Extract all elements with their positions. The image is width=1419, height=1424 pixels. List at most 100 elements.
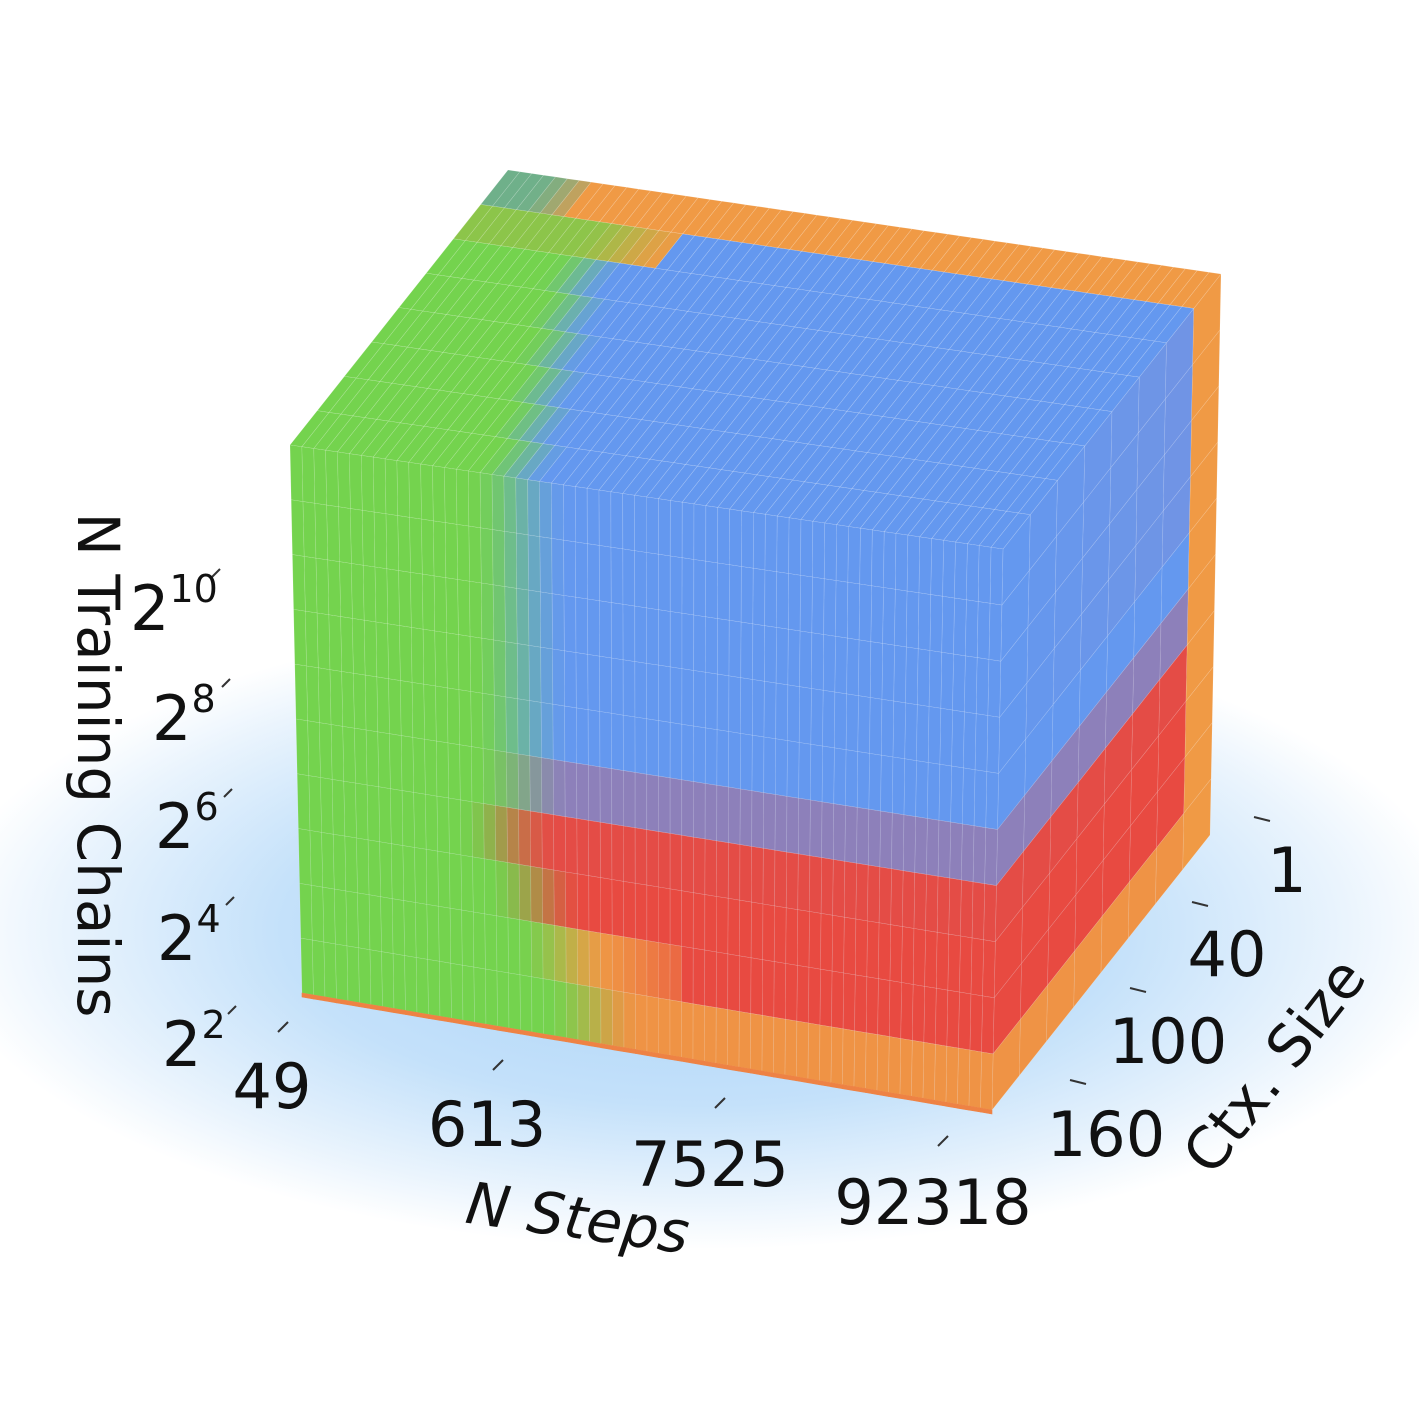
front-face-voxel <box>400 680 414 738</box>
front-face-voxel <box>421 518 435 577</box>
front-face-voxel <box>459 799 473 858</box>
front-face-voxel <box>576 762 589 821</box>
front-face-voxel <box>773 905 787 964</box>
x-tick-label: 7525 <box>631 1128 789 1201</box>
front-face-voxel <box>527 479 541 538</box>
front-face-voxel <box>530 865 544 924</box>
front-face-voxel <box>588 820 601 878</box>
front-face-voxel <box>331 779 346 837</box>
front-face-voxel <box>519 974 533 1033</box>
front-face-voxel <box>600 877 613 936</box>
front-face-voxel <box>763 680 777 740</box>
front-face-voxel <box>715 951 729 1010</box>
front-face-voxel <box>807 1022 821 1082</box>
front-face-voxel <box>912 928 926 987</box>
front-face-voxel <box>808 966 821 1026</box>
front-face-voxel <box>552 759 566 818</box>
front-face-voxel <box>634 494 647 553</box>
front-face-voxel <box>622 714 636 773</box>
tick-mark <box>211 568 221 578</box>
front-face-voxel <box>332 833 347 892</box>
front-face-voxel <box>658 553 671 612</box>
front-face-voxel <box>834 691 848 751</box>
front-face-voxel <box>646 773 659 832</box>
front-face-voxel <box>727 1009 740 1068</box>
front-face-voxel <box>402 845 416 903</box>
front-face-voxel <box>947 933 961 993</box>
front-face-voxel <box>623 991 636 1050</box>
front-face-voxel <box>294 663 309 722</box>
front-face-voxel <box>504 586 518 644</box>
front-face-voxel <box>301 446 316 504</box>
front-face-voxel <box>869 641 884 700</box>
front-face-voxel <box>750 901 764 961</box>
front-face-voxel <box>564 816 578 875</box>
front-face-voxel <box>529 700 542 759</box>
front-face-voxel <box>409 517 423 575</box>
front-face-voxel <box>968 1049 982 1109</box>
front-face-voxel <box>611 879 625 938</box>
front-face-voxel <box>376 676 390 735</box>
front-face-voxel <box>786 740 800 799</box>
front-face-voxel <box>929 594 944 653</box>
front-face-voxel <box>469 636 483 694</box>
voxel-cube <box>289 169 1222 1115</box>
front-face-voxel <box>551 538 565 596</box>
front-face-voxel <box>681 779 694 838</box>
front-face-voxel <box>775 682 789 741</box>
front-face-voxel <box>785 907 799 966</box>
front-face-voxel <box>599 711 613 770</box>
front-face-voxel <box>952 653 966 713</box>
front-face-voxel <box>503 475 517 534</box>
front-face-voxel <box>926 818 940 877</box>
front-face-voxel <box>784 1018 798 1078</box>
front-face-voxel <box>704 783 718 842</box>
front-face-voxel <box>727 953 740 1012</box>
front-face-voxel <box>717 562 730 621</box>
front-face-voxel <box>831 914 845 974</box>
front-face-voxel <box>577 928 590 987</box>
front-face-voxel <box>327 559 342 617</box>
front-face-voxel <box>728 786 741 845</box>
front-face-voxel <box>610 657 624 716</box>
front-face-voxel <box>470 691 484 749</box>
front-face-voxel <box>705 671 718 731</box>
front-face-voxel <box>504 531 518 589</box>
front-face-voxel <box>415 957 429 1015</box>
front-face-voxel <box>554 980 567 1039</box>
front-face-voxel <box>563 595 577 653</box>
front-face-voxel <box>798 742 812 801</box>
front-face-voxel <box>902 870 916 929</box>
front-face-voxel <box>922 1041 936 1101</box>
front-face-voxel <box>516 643 530 701</box>
front-face-voxel <box>857 695 871 754</box>
front-face-voxel <box>576 818 590 877</box>
front-face-voxel <box>681 834 694 894</box>
front-face-voxel <box>599 821 613 880</box>
front-face-voxel <box>611 989 625 1048</box>
front-face-voxel <box>599 600 612 659</box>
front-face-voxel <box>539 481 553 539</box>
front-face-voxel <box>515 532 529 591</box>
front-face-voxel <box>467 470 482 529</box>
front-face-voxel <box>341 671 355 729</box>
front-face-voxel <box>669 611 683 670</box>
front-face-voxel <box>553 924 567 983</box>
front-face-voxel <box>972 825 987 885</box>
front-face-voxel <box>563 650 577 709</box>
front-face-voxel <box>739 899 752 959</box>
front-face-voxel <box>458 634 472 692</box>
front-face-voxel <box>846 581 861 641</box>
front-face-voxel <box>423 683 437 742</box>
front-face-voxel <box>403 900 417 958</box>
front-face-voxel <box>717 507 731 566</box>
front-face-voxel <box>634 716 648 775</box>
front-face-voxel <box>362 564 377 623</box>
tick-mark <box>225 896 235 906</box>
front-face-voxel <box>634 605 647 664</box>
front-face-voxel <box>323 941 337 1000</box>
front-face-voxel <box>669 833 683 892</box>
front-face-voxel <box>353 672 367 731</box>
front-face-voxel <box>716 784 729 844</box>
front-face-voxel <box>480 582 495 641</box>
